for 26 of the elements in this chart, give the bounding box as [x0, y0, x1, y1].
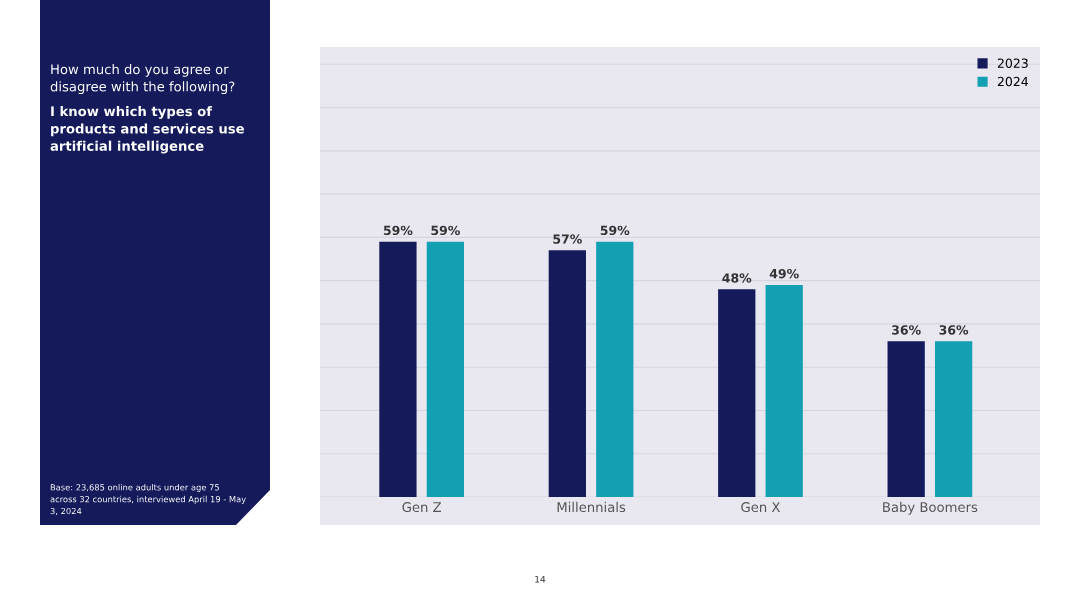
data-label: 36% [892, 325, 921, 335]
text: I know which types of products and services use artificial intelligence [50, 106, 244, 154]
data-label: 59% [600, 225, 630, 236]
x-tick-label: Gen X [741, 502, 781, 513]
bar [887, 341, 925, 497]
legend-label: 2024 [997, 76, 1029, 87]
bar [765, 284, 803, 497]
data-label: 48% [722, 273, 752, 283]
data-label: 59% [431, 225, 460, 236]
x-tick-label: Baby Boomers [883, 501, 978, 515]
data-label: 49% [769, 268, 799, 279]
legend-label: 2023 [997, 58, 1028, 68]
bar [379, 241, 417, 497]
text: How much do you agree or disagree with the following? [50, 64, 235, 95]
data-label: 57% [553, 234, 582, 244]
x-tick-label: Gen Z [402, 502, 442, 513]
text: 14 [535, 575, 546, 583]
x-tick-label: Millennials [557, 501, 626, 513]
bar [718, 289, 756, 497]
text: Base: 23,685 online adults under age 75 across 32 countries, interviewed April 19 - May 3, 2024 [50, 484, 246, 516]
bar [596, 241, 634, 497]
data-label: 36% [939, 325, 969, 335]
data-label: 59% [383, 225, 413, 236]
bar [548, 250, 586, 497]
bar [426, 241, 464, 497]
bar [934, 341, 973, 497]
